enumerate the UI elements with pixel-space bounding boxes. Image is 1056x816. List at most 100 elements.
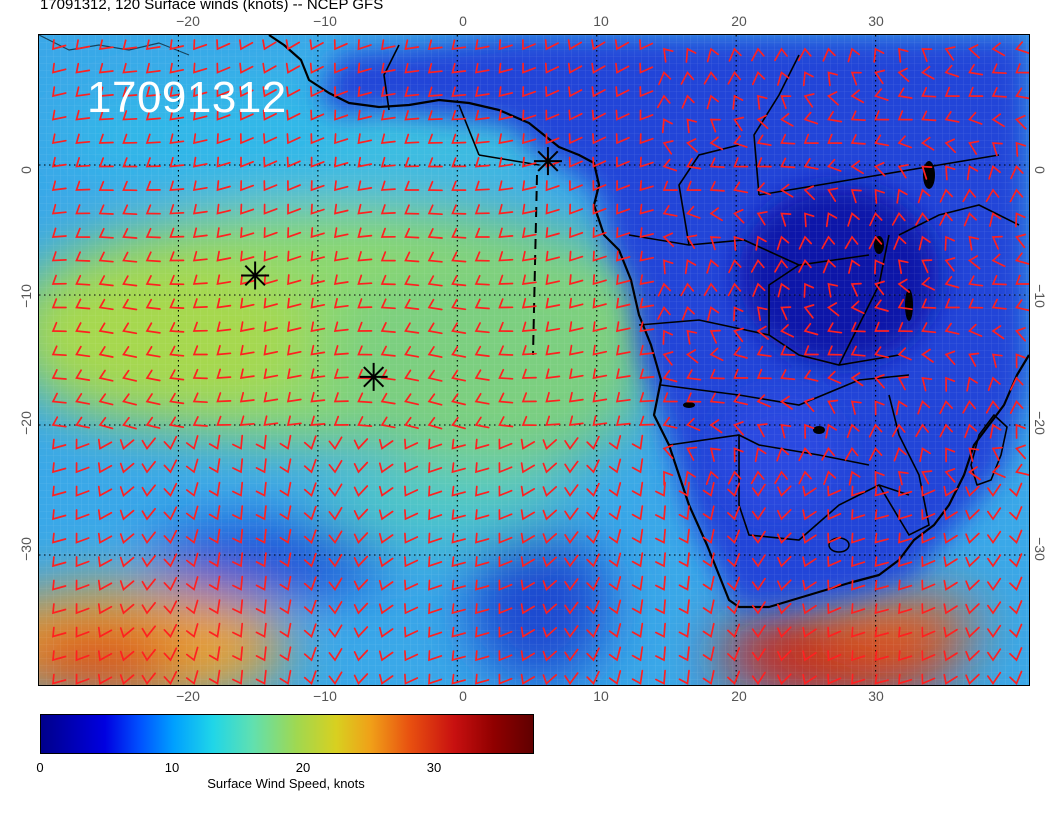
africa-coastline <box>268 35 1029 609</box>
wind-barb <box>380 274 396 286</box>
wind-barb <box>616 180 631 192</box>
wind-barb <box>921 298 937 309</box>
wind-barb <box>987 601 1002 615</box>
wind-barb <box>310 344 326 356</box>
wind-barb <box>262 62 277 74</box>
wind-barb <box>239 39 254 51</box>
wind-barb <box>263 203 278 215</box>
wind-barb <box>380 156 396 168</box>
wind-barb <box>850 372 864 387</box>
wind-barb <box>141 672 156 685</box>
wind-barb <box>639 392 655 403</box>
wind-barb <box>897 298 913 311</box>
wind-barb <box>542 509 558 521</box>
wind-barb <box>404 556 419 568</box>
wind-barb <box>686 138 698 153</box>
wind-barb <box>427 133 443 144</box>
wind-barb <box>451 438 466 450</box>
wind-barb <box>631 481 644 497</box>
wind-barb <box>498 156 514 168</box>
wind-barb <box>192 133 208 145</box>
lakes <box>683 161 935 553</box>
wind-barb <box>1010 165 1024 180</box>
wind-barb <box>474 345 490 357</box>
wind-barb <box>661 118 673 134</box>
wind-barb <box>97 626 113 638</box>
wind-barb <box>591 109 606 121</box>
wind-barb <box>98 157 114 168</box>
wind-barb <box>655 599 666 615</box>
wind-barb <box>728 47 742 62</box>
wind-barb <box>428 650 443 662</box>
wind-barb <box>428 626 443 638</box>
wind-map: 17091312 <box>38 34 1030 686</box>
wind-barb <box>279 434 292 450</box>
wind-barb <box>404 673 419 685</box>
wind-barb <box>378 509 394 521</box>
wind-barb <box>163 506 178 521</box>
wind-barb <box>776 235 790 251</box>
wind-barb <box>475 673 490 685</box>
wind-barb <box>827 650 842 662</box>
wind-barb <box>827 532 842 544</box>
wind-barb <box>703 282 718 297</box>
wind-barb <box>52 438 67 450</box>
wind-barb <box>1009 529 1023 544</box>
wind-barb <box>262 109 277 121</box>
wind-barb <box>544 39 559 51</box>
wind-barb <box>780 345 796 356</box>
wind-barb <box>727 670 741 685</box>
wind-barb <box>263 133 278 145</box>
wind-barb <box>427 275 443 287</box>
wind-barb <box>846 423 860 439</box>
wind-barb <box>75 462 90 474</box>
wind-barb <box>451 346 467 358</box>
wind-barb <box>287 250 302 262</box>
wind-barb <box>851 673 866 685</box>
wind-barb <box>498 180 514 192</box>
wind-barb <box>844 235 859 250</box>
wind-barb <box>451 650 466 662</box>
wind-barb <box>803 397 815 413</box>
wind-barb <box>777 532 792 544</box>
wind-barb <box>287 297 302 309</box>
wind-barb <box>848 259 861 274</box>
wind-barb <box>163 435 178 450</box>
wind-barb <box>498 509 513 521</box>
wind-barb <box>75 579 90 591</box>
wind-barb <box>639 133 654 145</box>
wind-barb <box>279 646 292 662</box>
wind-barb <box>310 415 326 426</box>
wind-barb <box>1015 274 1029 285</box>
wind-barb <box>240 180 255 192</box>
wind-barb <box>192 274 208 285</box>
right-tick-label: −10 <box>1032 284 1048 308</box>
wind-barb <box>780 133 796 145</box>
wind-barb <box>185 529 199 544</box>
wind-barb <box>192 203 208 215</box>
wind-barb <box>798 447 812 462</box>
wind-barb <box>169 180 185 191</box>
wind-barb <box>897 164 909 179</box>
wind-barb <box>51 298 67 309</box>
wind-barb <box>216 180 231 192</box>
wind-barb <box>119 556 135 568</box>
wind-barb <box>333 368 349 379</box>
wind-barb <box>498 345 514 356</box>
wind-barb <box>75 369 91 381</box>
wind-barb <box>680 70 695 85</box>
wind-barb <box>568 344 584 356</box>
wind-barb <box>991 298 1007 310</box>
wind-barb <box>51 109 67 121</box>
wind-barb <box>802 532 817 544</box>
wind-barb <box>944 298 960 309</box>
wind-barb <box>965 673 980 685</box>
wind-barb <box>232 669 244 685</box>
wind-barb <box>709 392 725 404</box>
wind-barb <box>255 622 267 638</box>
colorbar-label: 0 <box>36 760 44 775</box>
wind-barb <box>944 468 956 483</box>
wind-barb <box>428 462 443 474</box>
wind-barb <box>662 232 675 248</box>
wind-barb <box>897 347 912 361</box>
